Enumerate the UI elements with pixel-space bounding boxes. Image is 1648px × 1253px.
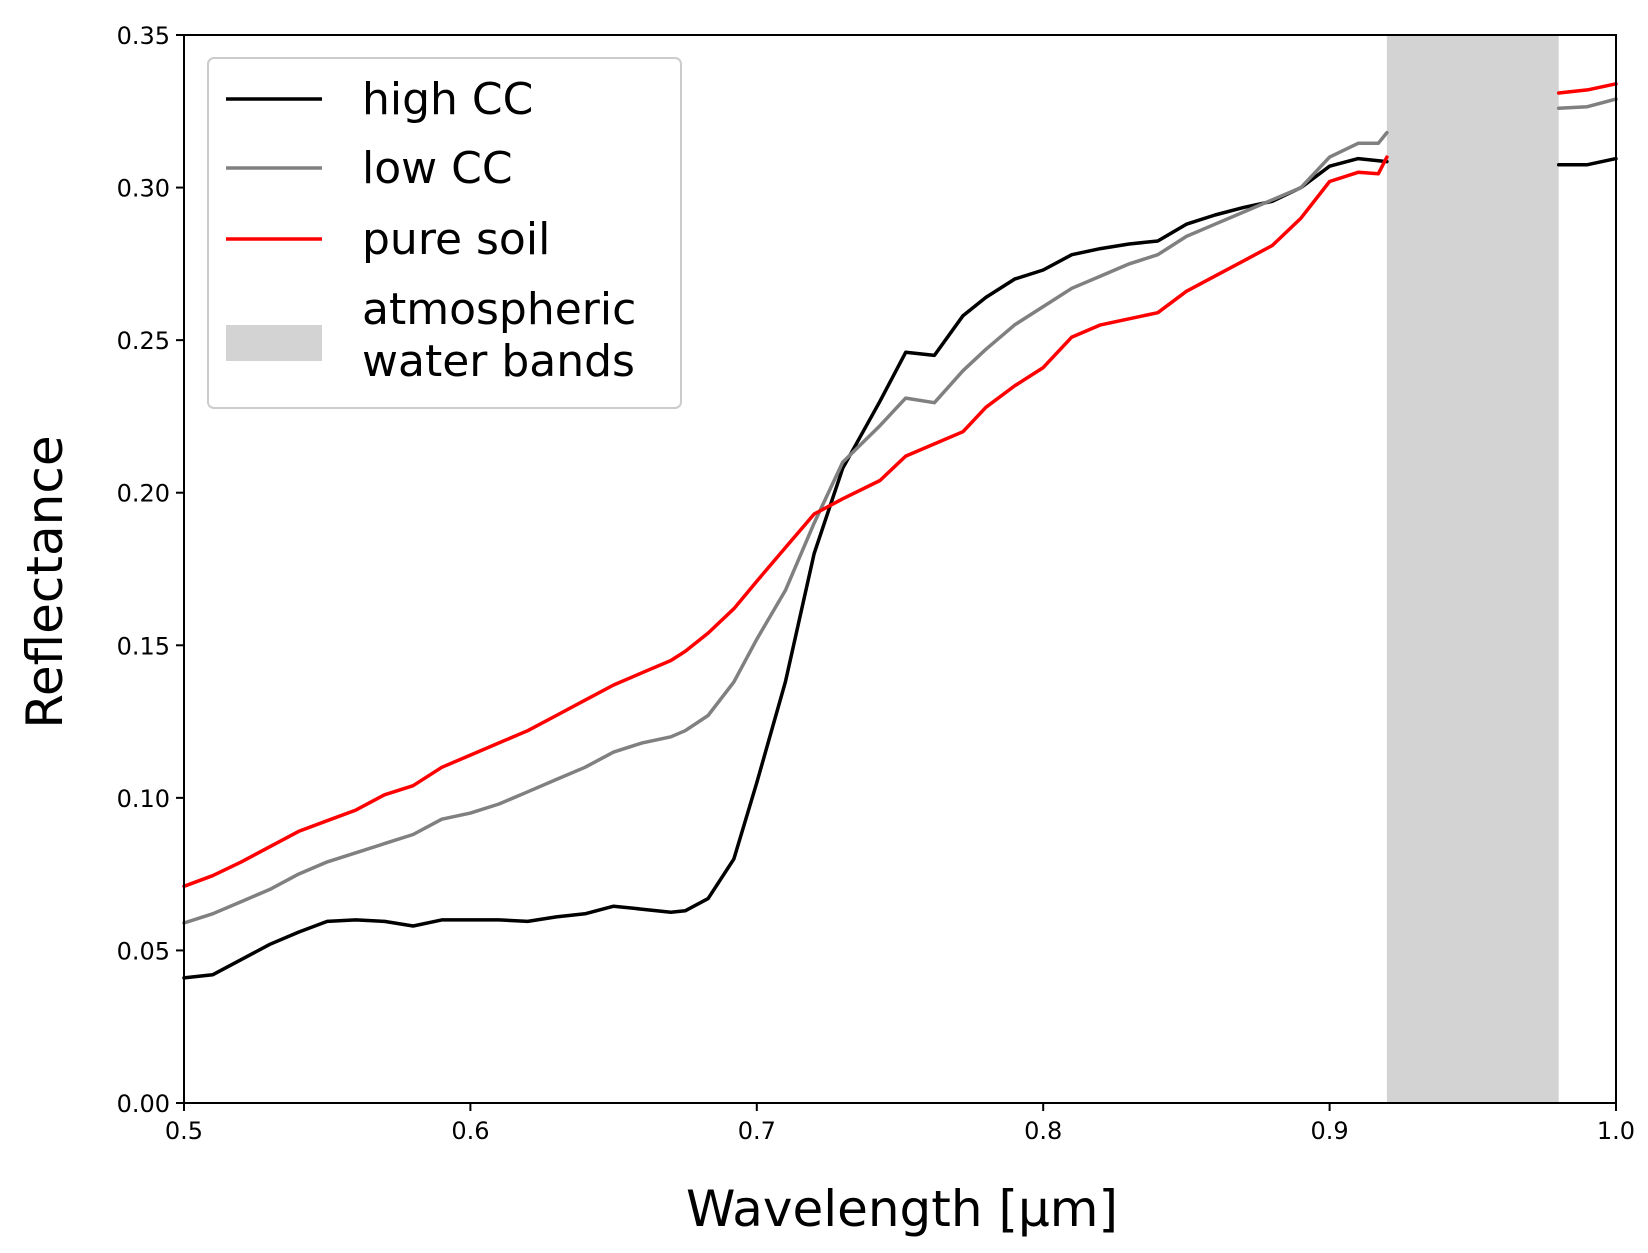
y-tick-label: 0.35	[117, 22, 170, 50]
y-tick-label: 0.20	[117, 480, 170, 508]
legend-frame	[207, 57, 682, 409]
y-tick-label: 0.15	[117, 632, 170, 660]
legend-label-pure-soil: pure soil	[362, 214, 550, 265]
x-axis-title: Wavelength [μm]	[686, 1180, 1118, 1238]
y-tick-label: 0.00	[117, 1090, 170, 1118]
series-line-pure-soil	[182, 155, 1389, 889]
water-band-region	[1386, 35, 1559, 1103]
plot-frame	[183, 34, 1617, 1104]
y-tick-label: 0.05	[117, 937, 170, 965]
y-axis-title: Reflectance	[16, 435, 74, 728]
series-line-low-cc-1	[1556, 97, 1618, 110]
legend-label-high-cc: high CC	[362, 74, 533, 125]
legend-label-low-cc: low CC	[362, 143, 513, 194]
legend-swatch-water-bands	[226, 325, 322, 361]
legend-label-water-bands-line-1: atmospheric	[362, 284, 636, 335]
series-line-low-cc	[182, 130, 1389, 925]
shaded-region-layer	[1386, 35, 1559, 1103]
y-tick-label: 0.30	[117, 175, 170, 203]
series-layer	[182, 82, 1618, 980]
x-tick-label: 0.5	[165, 1117, 203, 1145]
y-tick-label: 0.25	[117, 327, 170, 355]
series-line-high-cc	[182, 156, 1389, 980]
ticks-layer: 0.5 0.6 0.7 0.8 0.9 1.0 0.00 0.05 0.10 0.15 0.20 0.…	[117, 22, 1636, 1145]
y-tick-label: 0.10	[117, 785, 170, 813]
x-tick-label: 1.0	[1597, 1117, 1635, 1145]
series-line-pure-soil-1	[1556, 82, 1618, 95]
x-tick-label: 0.7	[738, 1117, 776, 1145]
legend-label-water-bands: atmospheric water bands	[362, 284, 636, 387]
x-tick-label: 0.9	[1311, 1117, 1349, 1145]
legend-label-water-bands-line-2: water bands	[362, 336, 635, 387]
x-tick-label: 0.6	[451, 1117, 489, 1145]
axes-layer	[183, 34, 1617, 1104]
legend: high CC low CC pure soil atmospheric wate…	[207, 57, 682, 409]
x-tick-label: 0.8	[1024, 1117, 1062, 1145]
series-line-high-cc-1	[1556, 156, 1618, 167]
